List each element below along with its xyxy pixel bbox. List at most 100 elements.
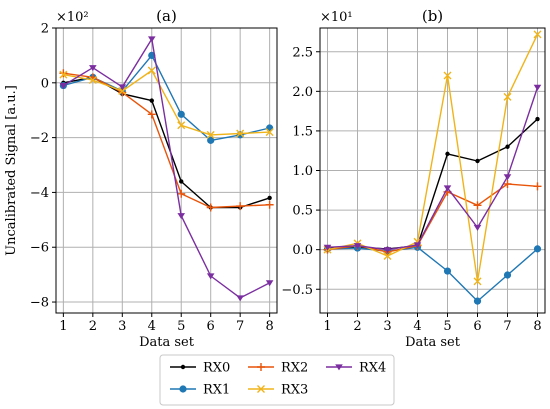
y-tick-label: 0.5 — [292, 204, 313, 219]
data-point-rx0 — [267, 195, 272, 201]
panel-a: 1 2 3 4 5 6 7 8 2 0 −2 −4 −6 −8 (a) ×10² Data set Uncalib… — [4, 7, 278, 350]
legend-marker — [257, 363, 265, 371]
data-point-rx4 — [59, 82, 68, 89]
y-tick-label: −0.5 — [281, 283, 313, 298]
data-point-rx3 — [503, 92, 512, 101]
y-axis-label: Uncalibrated Signal [a.u.] — [4, 85, 19, 256]
data-point-rx0 — [505, 144, 510, 149]
data-point-rx0 — [535, 116, 540, 122]
data-point-rx4 — [89, 65, 97, 72]
data-point-rx3 — [177, 121, 186, 130]
data-point-rx2 — [59, 69, 68, 78]
data-point-rx1 — [236, 131, 244, 139]
data-point-rx3 — [533, 30, 542, 39]
y-tick-label: 1.0 — [292, 164, 313, 179]
y-tick-label: −6 — [30, 241, 49, 256]
data-point-rx4 — [443, 185, 452, 192]
legend-label: RX0 — [203, 361, 230, 376]
y-tick-label: 0 — [41, 76, 49, 91]
data-point-rx2 — [236, 202, 245, 211]
y-tick-label: −2 — [30, 131, 49, 146]
data-point-rx4 — [177, 213, 186, 220]
series-line-rx4 — [327, 87, 539, 251]
data-point-rx4 — [383, 247, 392, 254]
legend-item-rx0: RX0 — [170, 361, 230, 376]
data-point-rx1 — [207, 136, 215, 144]
data-point-rx0 — [179, 179, 184, 184]
x-tick-label: 6 — [473, 319, 481, 334]
x-tick-label: 7 — [503, 319, 511, 334]
data-point-rx1 — [443, 267, 452, 275]
data-point-rx4 — [503, 174, 512, 181]
x-tick-label: 2 — [89, 319, 97, 334]
x-tick-label: 3 — [383, 319, 391, 334]
series-line-rx3 — [63, 69, 270, 136]
y-tick-label: 2.0 — [292, 85, 313, 100]
data-point-rx4 — [353, 243, 362, 250]
chart-title: (a) — [156, 7, 177, 25]
x-tick-label: 2 — [353, 319, 361, 334]
series-line-rx1 — [327, 246, 538, 302]
x-tick-label: 5 — [177, 319, 185, 334]
data-point-rx1 — [533, 245, 542, 253]
data-point-rx1 — [177, 110, 185, 118]
x-tick-label: 8 — [265, 319, 273, 334]
data-point-rx4 — [265, 280, 274, 287]
data-point-rx4 — [236, 295, 244, 302]
panel-b: 1 2 3 4 5 6 7 8 2.5 2.0 1.5 1.0 0.5 0.0 −0.5 (b) ×10¹ Dat… — [281, 7, 546, 350]
data-point-rx2 — [473, 201, 482, 210]
legend-item-rx1: RX1 — [170, 383, 230, 398]
data-point-rx3 — [236, 129, 245, 138]
x-axis-label: Data set — [139, 335, 195, 350]
data-point-rx3 — [59, 70, 68, 79]
data-point-rx4 — [206, 273, 215, 280]
series-line-rx3 — [327, 33, 539, 282]
data-point-rx3 — [118, 87, 127, 96]
data-point-rx4 — [118, 84, 127, 91]
legend-label: RX1 — [203, 383, 230, 398]
data-point-rx0 — [445, 151, 450, 157]
data-point-rx4 — [533, 84, 542, 91]
series-line-rx2 — [63, 72, 270, 209]
y-tick-label: 2 — [41, 22, 49, 37]
data-point-rx0 — [149, 98, 154, 103]
legend-item-rx4: RX4 — [326, 361, 386, 376]
y-tick-label: −8 — [30, 296, 49, 311]
data-point-rx3 — [383, 252, 392, 260]
legend: RX0 RX1 RX2 RX3 RX4 — [159, 354, 395, 406]
legend-item-rx2: RX2 — [248, 361, 308, 376]
legend-marker — [179, 385, 187, 393]
x-tick-label: 8 — [533, 319, 541, 334]
data-point-rx4 — [473, 224, 482, 231]
legend-item-rx3: RX3 — [248, 383, 308, 398]
data-point-rx3 — [443, 71, 452, 80]
legend-label: RX4 — [359, 361, 386, 376]
series-line-rx0 — [327, 118, 538, 250]
data-point-rx1 — [503, 271, 512, 279]
data-point-rx3 — [88, 76, 97, 85]
data-point-rx2 — [503, 179, 512, 188]
chart-title: (b) — [422, 7, 443, 25]
data-point-rx2 — [177, 189, 186, 198]
data-point-rx3 — [473, 277, 482, 286]
x-tick-label: 1 — [323, 319, 331, 334]
x-tick-label: 5 — [443, 319, 451, 334]
data-point-rx3 — [147, 66, 156, 75]
y-tick-label: −4 — [30, 186, 49, 201]
data-point-rx4 — [147, 36, 156, 43]
legend-label: RX2 — [281, 361, 308, 376]
legend-marker — [180, 364, 186, 370]
y-tick-label: 0.0 — [292, 243, 313, 258]
y-tick-label: 2.5 — [292, 45, 313, 60]
data-point-rx2 — [206, 203, 215, 212]
data-point-rx2 — [265, 200, 274, 209]
x-tick-label: 4 — [148, 319, 156, 334]
data-point-rx2 — [147, 110, 156, 119]
legend-marker — [257, 385, 265, 393]
x-tick-label: 4 — [413, 319, 421, 334]
data-point-rx3 — [265, 128, 274, 137]
scale-note: ×10¹ — [320, 10, 353, 25]
plot-frame — [55, 27, 278, 314]
series-line-rx4 — [63, 38, 270, 299]
x-tick-label: 6 — [207, 319, 215, 334]
